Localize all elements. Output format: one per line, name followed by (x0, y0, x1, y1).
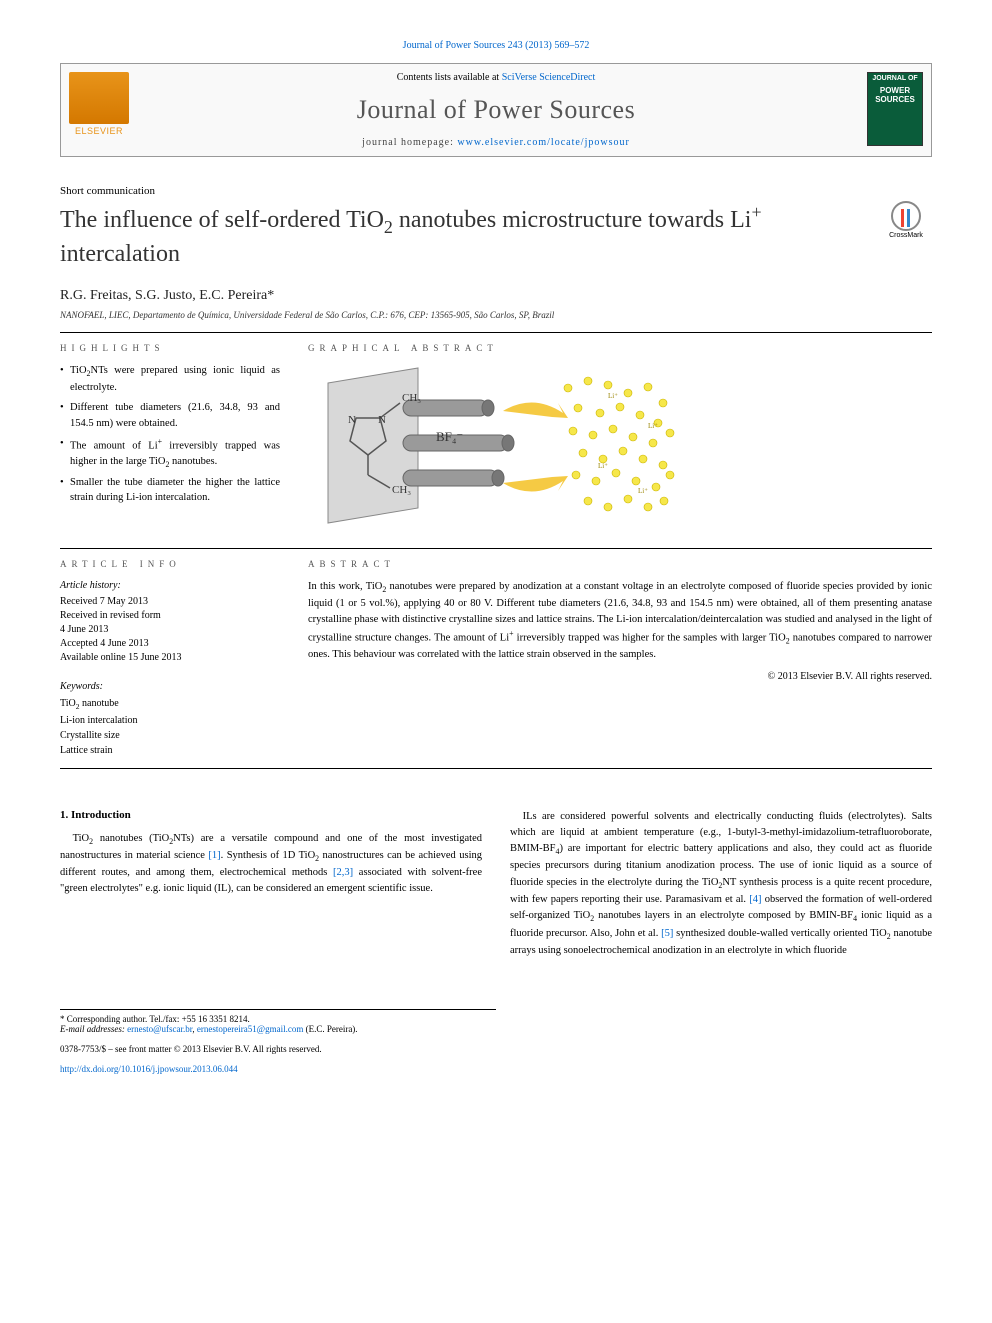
corresponding-author: * Corresponding author. Tel./fax: +55 16… (60, 1014, 496, 1024)
keywords-label: Keywords: (60, 679, 280, 694)
keyword: Li-ion intercalation (60, 713, 280, 728)
svg-text:Li⁺: Li⁺ (608, 392, 618, 400)
elsevier-logo: ELSEVIER (69, 72, 129, 142)
svg-text:CH₃: CH₃ (392, 484, 411, 496)
separator (60, 332, 932, 333)
highlights-label: HIGHLIGHTS (60, 343, 280, 353)
copyright: © 2013 Elsevier B.V. All rights reserved… (308, 671, 932, 682)
highlight-item: TiO2NTs were prepared using ionic liquid… (60, 363, 280, 396)
svg-text:N: N (348, 414, 356, 426)
keywords-block: Keywords: TiO2 nanotubeLi-ion intercalat… (60, 679, 280, 757)
sciencedirect-link[interactable]: SciVerse ScienceDirect (502, 72, 596, 83)
article-title: The influence of self-ordered TiO2 nanot… (60, 201, 868, 270)
highlights-section: HIGHLIGHTS TiO2NTs were prepared using i… (60, 343, 280, 538)
abstract-section: ABSTRACT In this work, TiO2 nanotubes we… (308, 559, 932, 757)
separator (60, 548, 932, 549)
contents-text: Contents lists available at (397, 72, 502, 83)
article-history: Article history: Received 7 May 2013Rece… (60, 579, 280, 665)
homepage-link[interactable]: www.elsevier.com/locate/jpowsour (457, 137, 629, 148)
svg-text:Li⁺: Li⁺ (598, 462, 608, 470)
history-line: Received in revised form (60, 609, 280, 623)
email-link-1[interactable]: ernesto@ufscar.br (127, 1024, 192, 1034)
intro-p1: TiO2 nanotubes (TiO2NTs) are a versatile… (60, 831, 482, 898)
body-columns: 1. Introduction TiO2 nanotubes (TiO2NTs)… (60, 809, 932, 960)
cover-label-top: JOURNAL OF (868, 73, 922, 84)
abstract-label: ABSTRACT (308, 559, 932, 569)
email-suffix: (E.C. Pereira). (303, 1024, 357, 1034)
homepage-label: journal homepage: (362, 137, 457, 148)
history-line: Accepted 4 June 2013 (60, 637, 280, 651)
article-info-section: ARTICLE INFO Article history: Received 7… (60, 559, 280, 757)
elsevier-label: ELSEVIER (69, 126, 129, 136)
keyword: Lattice strain (60, 743, 280, 758)
body-col-right: ILs are considered powerful solvents and… (510, 809, 932, 960)
journal-homepage: journal homepage: www.elsevier.com/locat… (73, 137, 919, 148)
intro-p2: ILs are considered powerful solvents and… (510, 809, 932, 960)
journal-cover-thumbnail: JOURNAL OF POWER SOURCES (867, 72, 923, 146)
journal-reference: Journal of Power Sources 243 (2013) 569–… (60, 40, 932, 51)
history-line: 4 June 2013 (60, 623, 280, 637)
article-type: Short communication (60, 185, 932, 197)
graphical-label: GRAPHICAL ABSTRACT (308, 343, 932, 353)
intro-heading: 1. Introduction (60, 809, 482, 821)
doi-link[interactable]: http://dx.doi.org/10.1016/j.jpowsour.201… (60, 1064, 238, 1074)
graphical-abstract-section: GRAPHICAL ABSTRACT CH₃ N N CH₃ BF₄⁻ Li⁺ Li⁺ Li⁺… (308, 343, 932, 538)
affiliation: NANOFAEL, LIEC, Departamento de Química,… (60, 310, 932, 320)
email-line: E-mail addresses: ernesto@ufscar.br, ern… (60, 1024, 496, 1034)
highlight-item: Smaller the tube diameter the higher the… (60, 475, 280, 507)
crossmark-label: CrossMark (889, 232, 923, 239)
separator (60, 768, 932, 769)
cover-label-main: POWER SOURCES (868, 84, 922, 106)
crossmark-badge[interactable]: CrossMark (880, 201, 932, 239)
email-link-2[interactable]: ernestopereira51@gmail.com (197, 1024, 304, 1034)
highlights-list: TiO2NTs were prepared using ionic liquid… (60, 363, 280, 506)
svg-text:Li⁺: Li⁺ (638, 487, 648, 495)
history-line: Available online 15 June 2013 (60, 651, 280, 665)
svg-text:CH₃: CH₃ (402, 392, 421, 404)
elsevier-tree-icon (69, 72, 129, 124)
contents-available: Contents lists available at SciVerse Sci… (73, 72, 919, 83)
body-col-left: 1. Introduction TiO2 nanotubes (TiO2NTs)… (60, 809, 482, 960)
history-label: Article history: (60, 579, 280, 593)
highlight-item: Different tube diameters (21.6, 34.8, 93… (60, 400, 280, 432)
doi-line: http://dx.doi.org/10.1016/j.jpowsour.201… (60, 1064, 932, 1074)
email-label: E-mail addresses: (60, 1024, 127, 1034)
crossmark-icon (891, 201, 921, 231)
history-line: Received 7 May 2013 (60, 595, 280, 609)
authors: R.G. Freitas, S.G. Justo, E.C. Pereira* (60, 288, 932, 304)
article-info-label: ARTICLE INFO (60, 559, 280, 569)
graphical-abstract-figure: CH₃ N N CH₃ BF₄⁻ Li⁺ Li⁺ Li⁺ Li⁺ (308, 363, 688, 533)
footnotes: * Corresponding author. Tel./fax: +55 16… (60, 1009, 496, 1034)
highlight-item: The amount of Li+ irreversibly trapped w… (60, 436, 280, 471)
issn-line: 0378-7753/$ – see front matter © 2013 El… (60, 1044, 932, 1054)
keyword: Crystallite size (60, 728, 280, 743)
svg-text:N: N (378, 414, 386, 426)
svg-text:BF₄⁻: BF₄⁻ (436, 429, 463, 444)
abstract-text: In this work, TiO2 nanotubes were prepar… (308, 579, 932, 663)
keyword: TiO2 nanotube (60, 696, 280, 712)
journal-header: ELSEVIER JOURNAL OF POWER SOURCES Conten… (60, 63, 932, 157)
svg-text:Li⁺: Li⁺ (648, 422, 658, 430)
journal-title: Journal of Power Sources (73, 95, 919, 125)
